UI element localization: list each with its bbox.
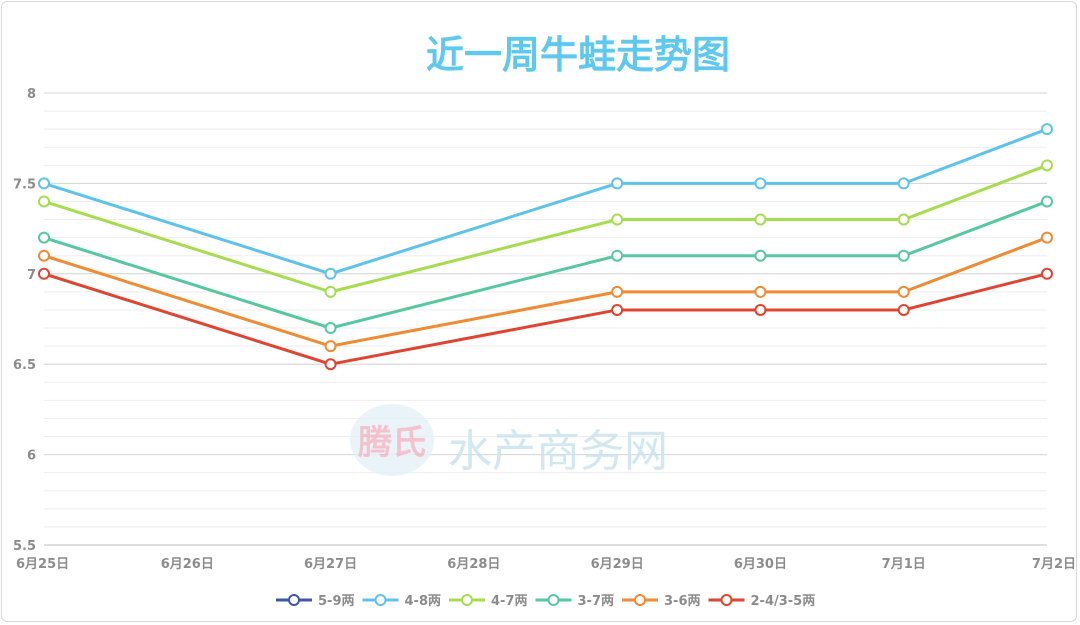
data-point [754,213,767,226]
y-tick-label: 6.5 [13,358,36,373]
series-3-6两 [38,231,1053,353]
x-tick-label: 6月26日 [161,557,214,572]
legend-item: 5-9两 [276,594,355,609]
legend-item: 3-7两 [535,594,615,609]
series-line [43,200,1048,330]
legend-label: 3-7两 [578,594,615,609]
x-tick-label: 6月28日 [447,557,500,572]
data-point [611,177,624,190]
x-tick-label: 6月30日 [734,557,787,572]
data-point [897,249,910,262]
legend-marker [374,594,387,606]
legend-item: 3-6两 [622,594,701,609]
data-point [754,285,767,298]
watermark-site-name: 水产商务网 [448,426,668,477]
data-point [1041,231,1053,244]
major-gridlines [44,92,1047,546]
data-point [754,303,767,316]
series-3-7两 [38,195,1053,335]
legend-item: 4-7两 [449,594,528,609]
data-point [611,213,624,226]
legend-label: 3-6两 [664,594,701,609]
watermark: 腾氏 水产商务网 [350,404,668,477]
series-line [43,236,1048,348]
y-tick-label: 6 [27,449,36,464]
x-tick-label: 6月29日 [591,557,644,572]
data-point [897,177,910,190]
x-tick-label: 6月25日 [16,557,69,572]
data-point [1041,123,1053,136]
data-point [897,213,910,226]
data-point [38,267,50,280]
y-tick-label: 8 [27,87,36,102]
legend-label: 4-8两 [405,594,442,609]
legend-label: 5-9两 [318,594,355,609]
data-point [38,195,50,208]
data-point [38,249,50,262]
series-2-4/3-5两 [38,267,1053,371]
data-point [38,231,50,244]
data-point [611,249,624,262]
legend-item: 2-4/3-5两 [708,594,816,609]
legend-marker [720,594,733,606]
legend-marker [547,594,560,606]
legend-marker [288,594,300,606]
y-tick-label: 7 [27,268,36,283]
data-point [754,177,767,190]
data-point [324,358,337,371]
data-point [324,285,337,298]
legend: 5-9两 4-8两 4-7两 3-7两 3-6两 2-4/3-5两 [276,594,815,609]
watermark-logo: 腾氏 [358,423,426,463]
data-point [1041,159,1053,172]
data-point [324,322,337,335]
data-point [324,267,337,280]
series-line [43,163,1048,294]
y-tick-label: 7.5 [13,177,36,192]
data-point [897,285,910,298]
data-point [611,285,624,298]
legend-marker [461,594,473,606]
data-point [1041,267,1053,280]
series-4-8两 [38,123,1053,280]
data-point [38,177,50,190]
series-4-7两 [38,159,1053,298]
legend-marker [634,594,646,606]
chart-title: 近一周牛蛙走势图 [426,33,730,77]
y-tick-label: 5.5 [13,539,36,554]
data-point [897,303,910,316]
legend-label: 2-4/3-5两 [751,594,816,609]
series-line [43,272,1048,366]
legend-label: 4-7两 [491,594,528,609]
x-tick-label: 7月1日 [882,557,926,572]
x-tick-label: 7月2日 [1032,557,1076,572]
minor-gridlines [44,92,1047,546]
y-axis-ticks: 5.5 6 6.5 7 7.5 8 [13,87,36,554]
x-tick-label: 6月27日 [304,557,357,572]
x-axis-ticks: 6月25日 6月26日 6月27日 6月28日 6月29日 6月30日 7月1日 7月2日 [16,557,1076,572]
legend-item: 4-8两 [362,594,442,609]
data-point [611,303,624,316]
data-point [1041,195,1053,208]
watermark-logo-badge [350,404,434,476]
data-point [754,249,767,262]
series-line [43,127,1048,276]
series-layer [38,123,1053,371]
data-point [324,340,337,353]
